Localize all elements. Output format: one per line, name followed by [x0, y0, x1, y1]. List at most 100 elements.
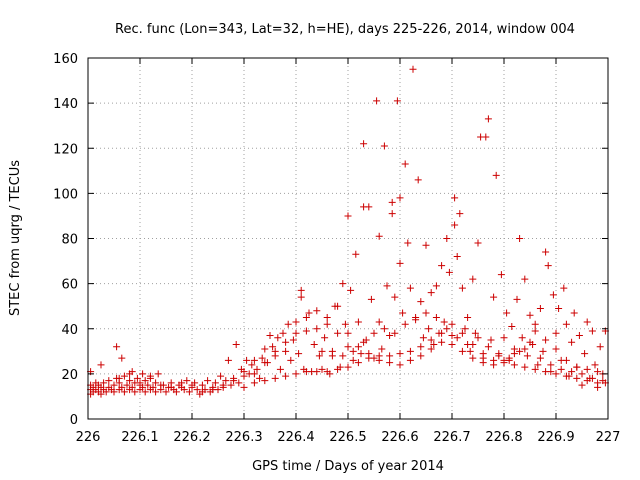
data-point: [198, 388, 206, 396]
data-point: [97, 390, 105, 398]
data-point: [594, 379, 602, 387]
data-point: [521, 345, 529, 353]
data-point: [365, 203, 373, 211]
data-point: [464, 313, 472, 321]
data-point: [430, 341, 438, 349]
data-point: [388, 210, 396, 218]
data-point: [344, 329, 352, 337]
x-tick-label: 226.8: [485, 430, 522, 445]
data-point: [438, 262, 446, 270]
data-point: [360, 140, 368, 148]
data-point: [432, 282, 440, 290]
data-point: [279, 329, 287, 337]
data-point: [209, 386, 217, 394]
data-point: [313, 307, 321, 315]
data-point: [97, 361, 105, 369]
data-point: [583, 318, 591, 326]
data-point: [596, 343, 604, 351]
data-point: [347, 286, 355, 294]
x-tick-label: 226.3: [225, 430, 262, 445]
data-point: [562, 372, 570, 380]
x-tick-label: 226.6: [381, 430, 418, 445]
data-point: [443, 325, 451, 333]
data-point: [126, 370, 134, 378]
data-point: [544, 262, 552, 270]
data-point: [292, 370, 300, 378]
data-point: [518, 334, 526, 342]
data-point: [339, 352, 347, 360]
x-tick-label: 226.4: [277, 430, 314, 445]
data-point: [594, 368, 602, 376]
data-point: [393, 97, 401, 105]
data-point: [516, 347, 524, 355]
data-point: [126, 377, 134, 385]
data-point: [490, 293, 498, 301]
data-point: [141, 388, 149, 396]
data-point: [412, 316, 420, 324]
y-tick-label: 60: [61, 278, 78, 293]
data-point: [482, 133, 490, 141]
data-point: [560, 284, 568, 292]
data-point: [549, 291, 557, 299]
data-point: [375, 232, 383, 240]
data-point: [131, 388, 139, 396]
data-point: [250, 356, 258, 364]
data-point: [526, 311, 534, 319]
data-point: [323, 313, 331, 321]
data-point: [427, 289, 435, 297]
data-point: [144, 381, 152, 389]
data-point: [230, 377, 238, 385]
data-point: [583, 365, 591, 373]
data-point: [469, 354, 477, 362]
data-point: [344, 363, 352, 371]
data-point: [188, 381, 196, 389]
data-point: [167, 383, 175, 391]
data-point: [328, 352, 336, 360]
data-point: [282, 372, 290, 380]
data-point: [409, 65, 417, 73]
data-point: [458, 284, 466, 292]
data-point: [274, 334, 282, 342]
data-point: [414, 176, 422, 184]
axis-ticks: [87, 57, 609, 420]
data-point: [297, 293, 305, 301]
data-point: [555, 304, 563, 312]
data-point: [492, 171, 500, 179]
data-point: [235, 379, 243, 387]
data-point: [282, 347, 290, 355]
data-point: [110, 388, 118, 396]
data-point: [323, 368, 331, 376]
data-point: [521, 363, 529, 371]
data-point: [578, 370, 586, 378]
data-point: [458, 347, 466, 355]
data-point: [334, 302, 342, 310]
data-point: [154, 370, 162, 378]
data-point: [102, 388, 110, 396]
data-point: [508, 322, 516, 330]
y-tick-label: 20: [61, 368, 78, 383]
data-point: [261, 345, 269, 353]
data-point: [133, 374, 141, 382]
y-tick-label: 80: [61, 233, 78, 248]
data-point: [162, 388, 170, 396]
x-tick-label: 226.9: [537, 430, 574, 445]
data-point: [552, 345, 560, 353]
data-point: [115, 374, 123, 382]
data-point: [334, 365, 342, 373]
data-point: [289, 336, 297, 344]
data-point: [401, 320, 409, 328]
data-point: [139, 383, 147, 391]
data-point: [380, 325, 388, 333]
x-axis-label: GPS time / Days of year 2014: [252, 459, 444, 474]
data-point: [469, 275, 477, 283]
data-point: [313, 368, 321, 376]
data-point: [526, 338, 534, 346]
data-point: [383, 282, 391, 290]
x-tick-label: 226.7: [433, 430, 470, 445]
data-point: [581, 350, 589, 358]
y-tick-label: 0: [70, 413, 78, 428]
data-point: [406, 284, 414, 292]
data-point: [149, 383, 157, 391]
data-point: [193, 386, 201, 394]
data-point: [578, 381, 586, 389]
